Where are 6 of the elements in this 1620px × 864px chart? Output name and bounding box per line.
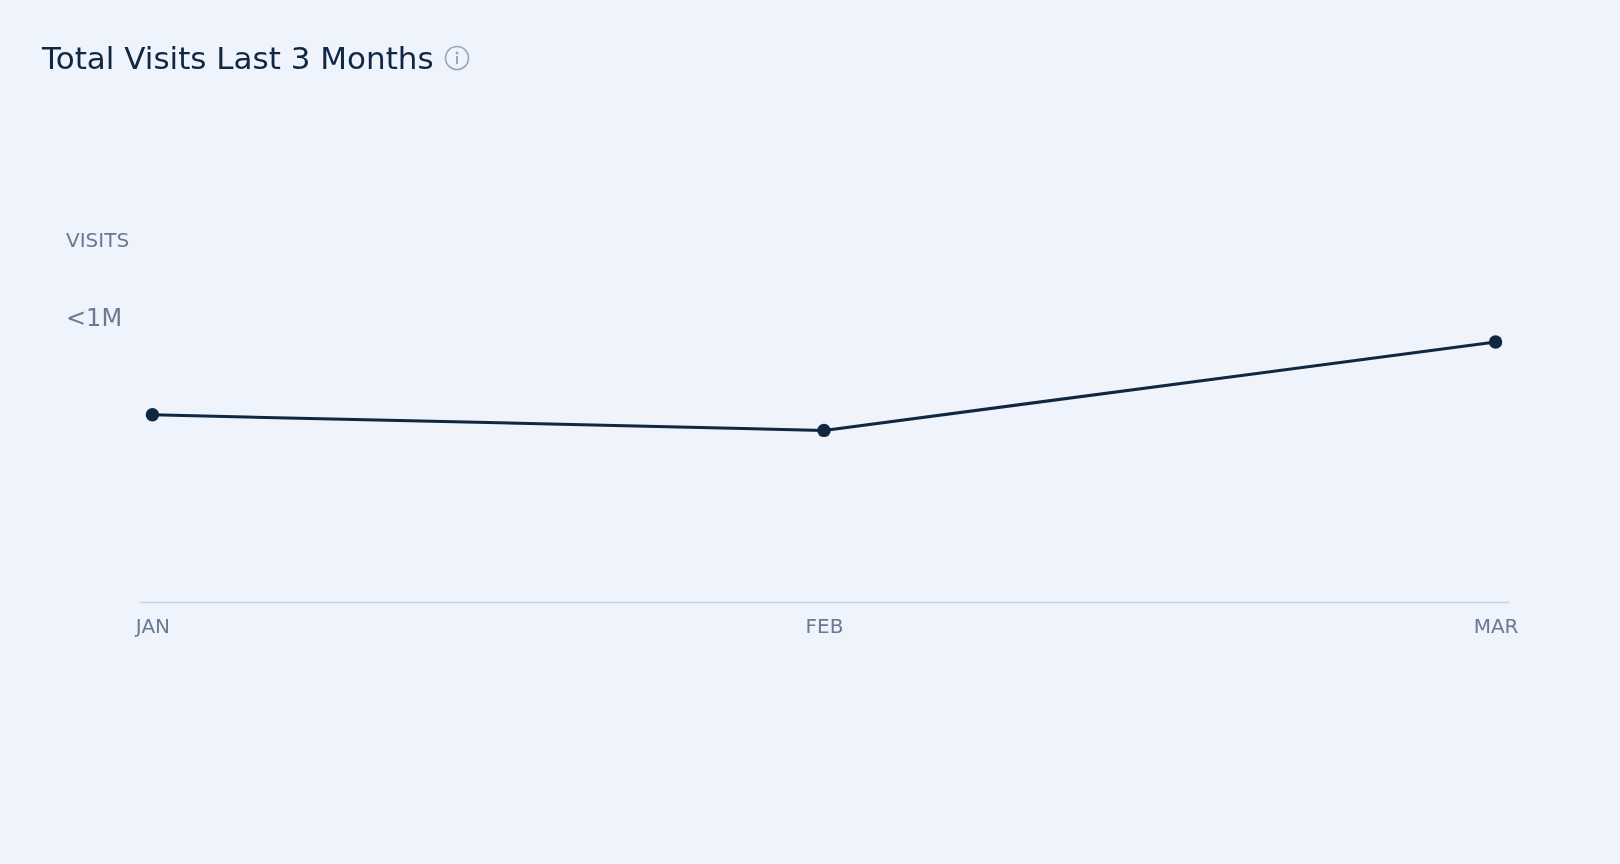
text: <1M: [66, 304, 123, 332]
x-tick-label: FEB: [805, 613, 844, 638]
chart-title: Total Visits Last 3 Months: [42, 40, 434, 76]
x-tick-label: MAR: [1473, 613, 1519, 638]
x-tick-label: JAN: [133, 613, 171, 638]
y-axis-title: VISITS: [66, 228, 130, 252]
